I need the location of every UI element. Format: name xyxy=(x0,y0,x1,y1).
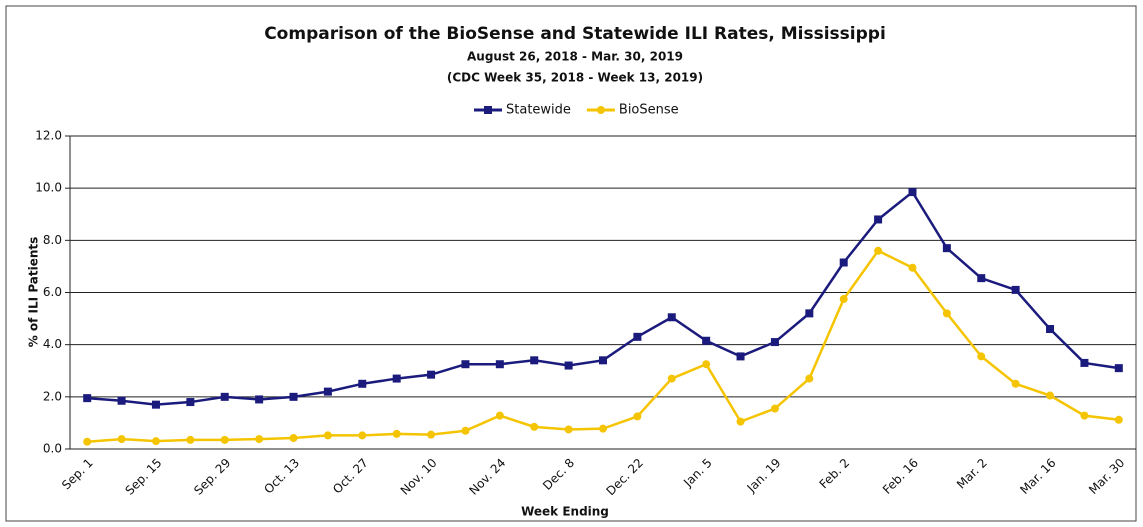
data-point xyxy=(323,387,332,396)
legend-label: BioSense xyxy=(619,103,679,118)
data-point xyxy=(358,379,367,388)
data-point xyxy=(977,352,986,361)
legend-marker xyxy=(484,106,492,114)
data-point xyxy=(323,431,332,440)
data-point xyxy=(461,360,470,369)
data-point xyxy=(942,309,951,318)
data-point xyxy=(839,258,848,267)
data-point xyxy=(667,313,676,322)
data-point xyxy=(805,309,814,318)
data-point xyxy=(1046,391,1055,400)
data-point xyxy=(736,417,745,426)
data-point xyxy=(1080,358,1089,367)
data-point xyxy=(83,394,92,403)
chart-title: Comparison of the BioSense and Statewide… xyxy=(264,24,886,44)
data-point xyxy=(599,424,607,433)
legend-marker xyxy=(596,106,605,114)
data-point xyxy=(1080,411,1089,420)
data-point xyxy=(564,361,573,370)
data-point xyxy=(186,398,195,407)
y-axis-label: % of ILI Patients xyxy=(27,237,41,348)
data-point xyxy=(427,430,436,439)
legend-label: Statewide xyxy=(506,103,571,118)
data-point xyxy=(702,336,711,345)
data-point xyxy=(151,437,160,446)
data-point xyxy=(874,246,883,255)
data-point xyxy=(1114,415,1123,424)
data-point xyxy=(874,215,883,224)
y-tick-label: 0.0 xyxy=(43,442,62,456)
chart-subtitle: August 26, 2018 - Mar. 30, 2019 xyxy=(467,50,683,64)
data-point xyxy=(151,400,160,409)
data-point xyxy=(530,356,539,365)
data-point xyxy=(736,352,745,361)
data-point xyxy=(255,395,264,404)
data-point xyxy=(495,411,504,420)
data-point xyxy=(1011,285,1020,294)
y-tick-label: 10.0 xyxy=(35,181,62,195)
data-point xyxy=(530,422,539,431)
data-point xyxy=(117,435,126,444)
y-tick-label: 6.0 xyxy=(43,285,62,299)
data-point xyxy=(289,434,298,443)
data-point xyxy=(770,404,779,413)
data-point xyxy=(186,435,195,444)
data-point xyxy=(495,360,504,369)
data-point xyxy=(564,425,573,434)
x-axis-label: Week Ending xyxy=(521,505,609,519)
data-point xyxy=(977,274,986,283)
data-point xyxy=(220,392,229,401)
data-point xyxy=(289,392,298,401)
y-tick-label: 8.0 xyxy=(43,233,62,247)
data-point xyxy=(358,431,367,440)
data-point xyxy=(117,396,126,405)
y-tick-label: 12.0 xyxy=(35,129,62,143)
chart-subtitle: (CDC Week 35, 2018 - Week 13, 2019) xyxy=(447,71,703,85)
chart-frame xyxy=(5,5,1137,522)
y-tick-label: 2.0 xyxy=(43,389,62,403)
data-point xyxy=(633,332,642,341)
data-point xyxy=(1046,325,1055,334)
data-point xyxy=(770,338,779,347)
data-point xyxy=(461,426,470,435)
data-point xyxy=(1114,364,1123,373)
data-point xyxy=(839,295,848,304)
data-point xyxy=(392,374,401,383)
data-point xyxy=(805,374,814,383)
data-point xyxy=(633,412,642,421)
data-point xyxy=(427,370,436,379)
data-point xyxy=(83,437,92,446)
data-point xyxy=(908,188,917,197)
data-point xyxy=(599,356,607,365)
data-point xyxy=(392,429,401,438)
data-point xyxy=(667,374,676,383)
data-point xyxy=(1011,379,1020,388)
data-point xyxy=(220,435,229,444)
data-point xyxy=(702,360,711,369)
data-point xyxy=(255,435,264,444)
data-point xyxy=(908,263,917,272)
y-tick-label: 4.0 xyxy=(43,337,62,351)
data-point xyxy=(942,244,951,253)
